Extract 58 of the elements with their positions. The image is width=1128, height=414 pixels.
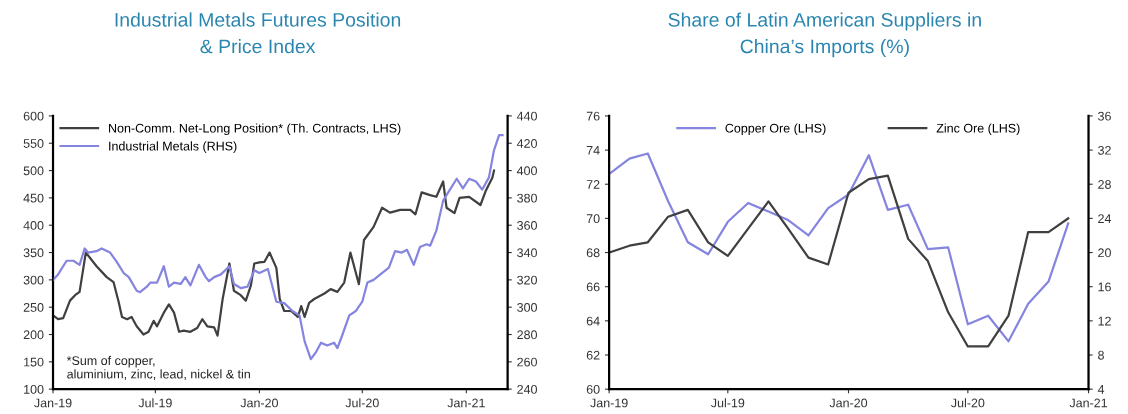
y2-tick-label: 28	[1098, 180, 1111, 189]
y-tick-label: 64	[586, 316, 600, 326]
chart-title: Share of Latin American Suppliers in China’s Imports (%)	[668, 12, 981, 58]
y2-tick-label: 8	[1098, 350, 1104, 360]
y-tick-label: 300	[23, 275, 44, 285]
y2-tick-label: 300	[517, 302, 537, 312]
x-tick-label: Jan-21	[447, 398, 485, 408]
y2-tick-label: 380	[517, 193, 537, 203]
y2-tick-label: 400	[516, 166, 537, 176]
y2-tick-label: 440	[516, 111, 537, 121]
y-tick-label: 550	[23, 139, 44, 148]
x-tick-label: Jan-19	[34, 398, 72, 408]
y-tick-label: 76	[586, 111, 600, 121]
y-tick-label: 60	[586, 384, 600, 394]
y2-tick-label: 24	[1098, 214, 1112, 223]
chart-title: Industrial Metals Futures Position & Price Index	[115, 12, 401, 54]
y-tick-label: 500	[23, 166, 44, 176]
y-tick-label: 100	[24, 384, 44, 394]
line-series	[53, 169, 496, 337]
y-tick-label: 68	[586, 248, 600, 258]
legend-label: Zinc Ore (LHS)	[936, 123, 1020, 136]
y-tick-label: 62	[586, 350, 600, 360]
annotation: *Sum of copper, aluminium, zinc, lead, nickel & tin	[66, 355, 250, 380]
x-tick-label: Jan-20	[829, 398, 868, 408]
x-tick-label: Jul-20	[951, 398, 985, 408]
y2-tick-label: 320	[517, 275, 537, 285]
y2-tick-label: 32	[1098, 145, 1111, 155]
x-tick-label: Jul-20	[345, 398, 379, 408]
y2-tick-label: 20	[1098, 248, 1111, 258]
x-tick-label: Jan-21	[1069, 398, 1108, 408]
y2-tick-label: 420	[516, 139, 537, 148]
x-tick-label: Jan-20	[240, 398, 279, 408]
legend-label: Copper Ore (LHS)	[725, 123, 826, 136]
y2-tick-label: 240	[517, 384, 537, 394]
y-tick-label: 74	[586, 146, 600, 155]
y-tick-label: 250	[23, 302, 44, 312]
x-tick-label: Jul-19	[711, 398, 745, 408]
legend-label: Industrial Metals (RHS)	[109, 141, 237, 153]
y-tick-label: 400	[23, 221, 44, 230]
y-tick-label: 66	[586, 282, 600, 292]
y2-tick-label: 16	[1098, 282, 1111, 292]
y2-tick-label: 4	[1097, 385, 1105, 394]
x-tick-label: Jul-19	[138, 398, 172, 408]
y2-tick-label: 36	[1098, 111, 1111, 121]
x-tick-label: Jan-19	[590, 398, 628, 408]
y2-tick-label: 360	[517, 221, 537, 230]
y-tick-label: 450	[23, 193, 44, 203]
y2-tick-label: 340	[517, 248, 537, 258]
y-tick-label: 600	[23, 111, 44, 121]
y-tick-label: 72	[586, 180, 600, 189]
y-tick-label: 350	[23, 248, 44, 258]
y-tick-label: 150	[24, 357, 44, 367]
legend-label: Non-Comm. Net-Long Position* (Th. Contracts, LHS)	[109, 123, 401, 136]
y-tick-label: 70	[586, 214, 600, 224]
y2-tick-label: 12	[1098, 316, 1111, 326]
y2-tick-label: 260	[517, 357, 537, 367]
y-tick-label: 200	[23, 330, 44, 340]
y2-tick-label: 280	[517, 330, 537, 340]
